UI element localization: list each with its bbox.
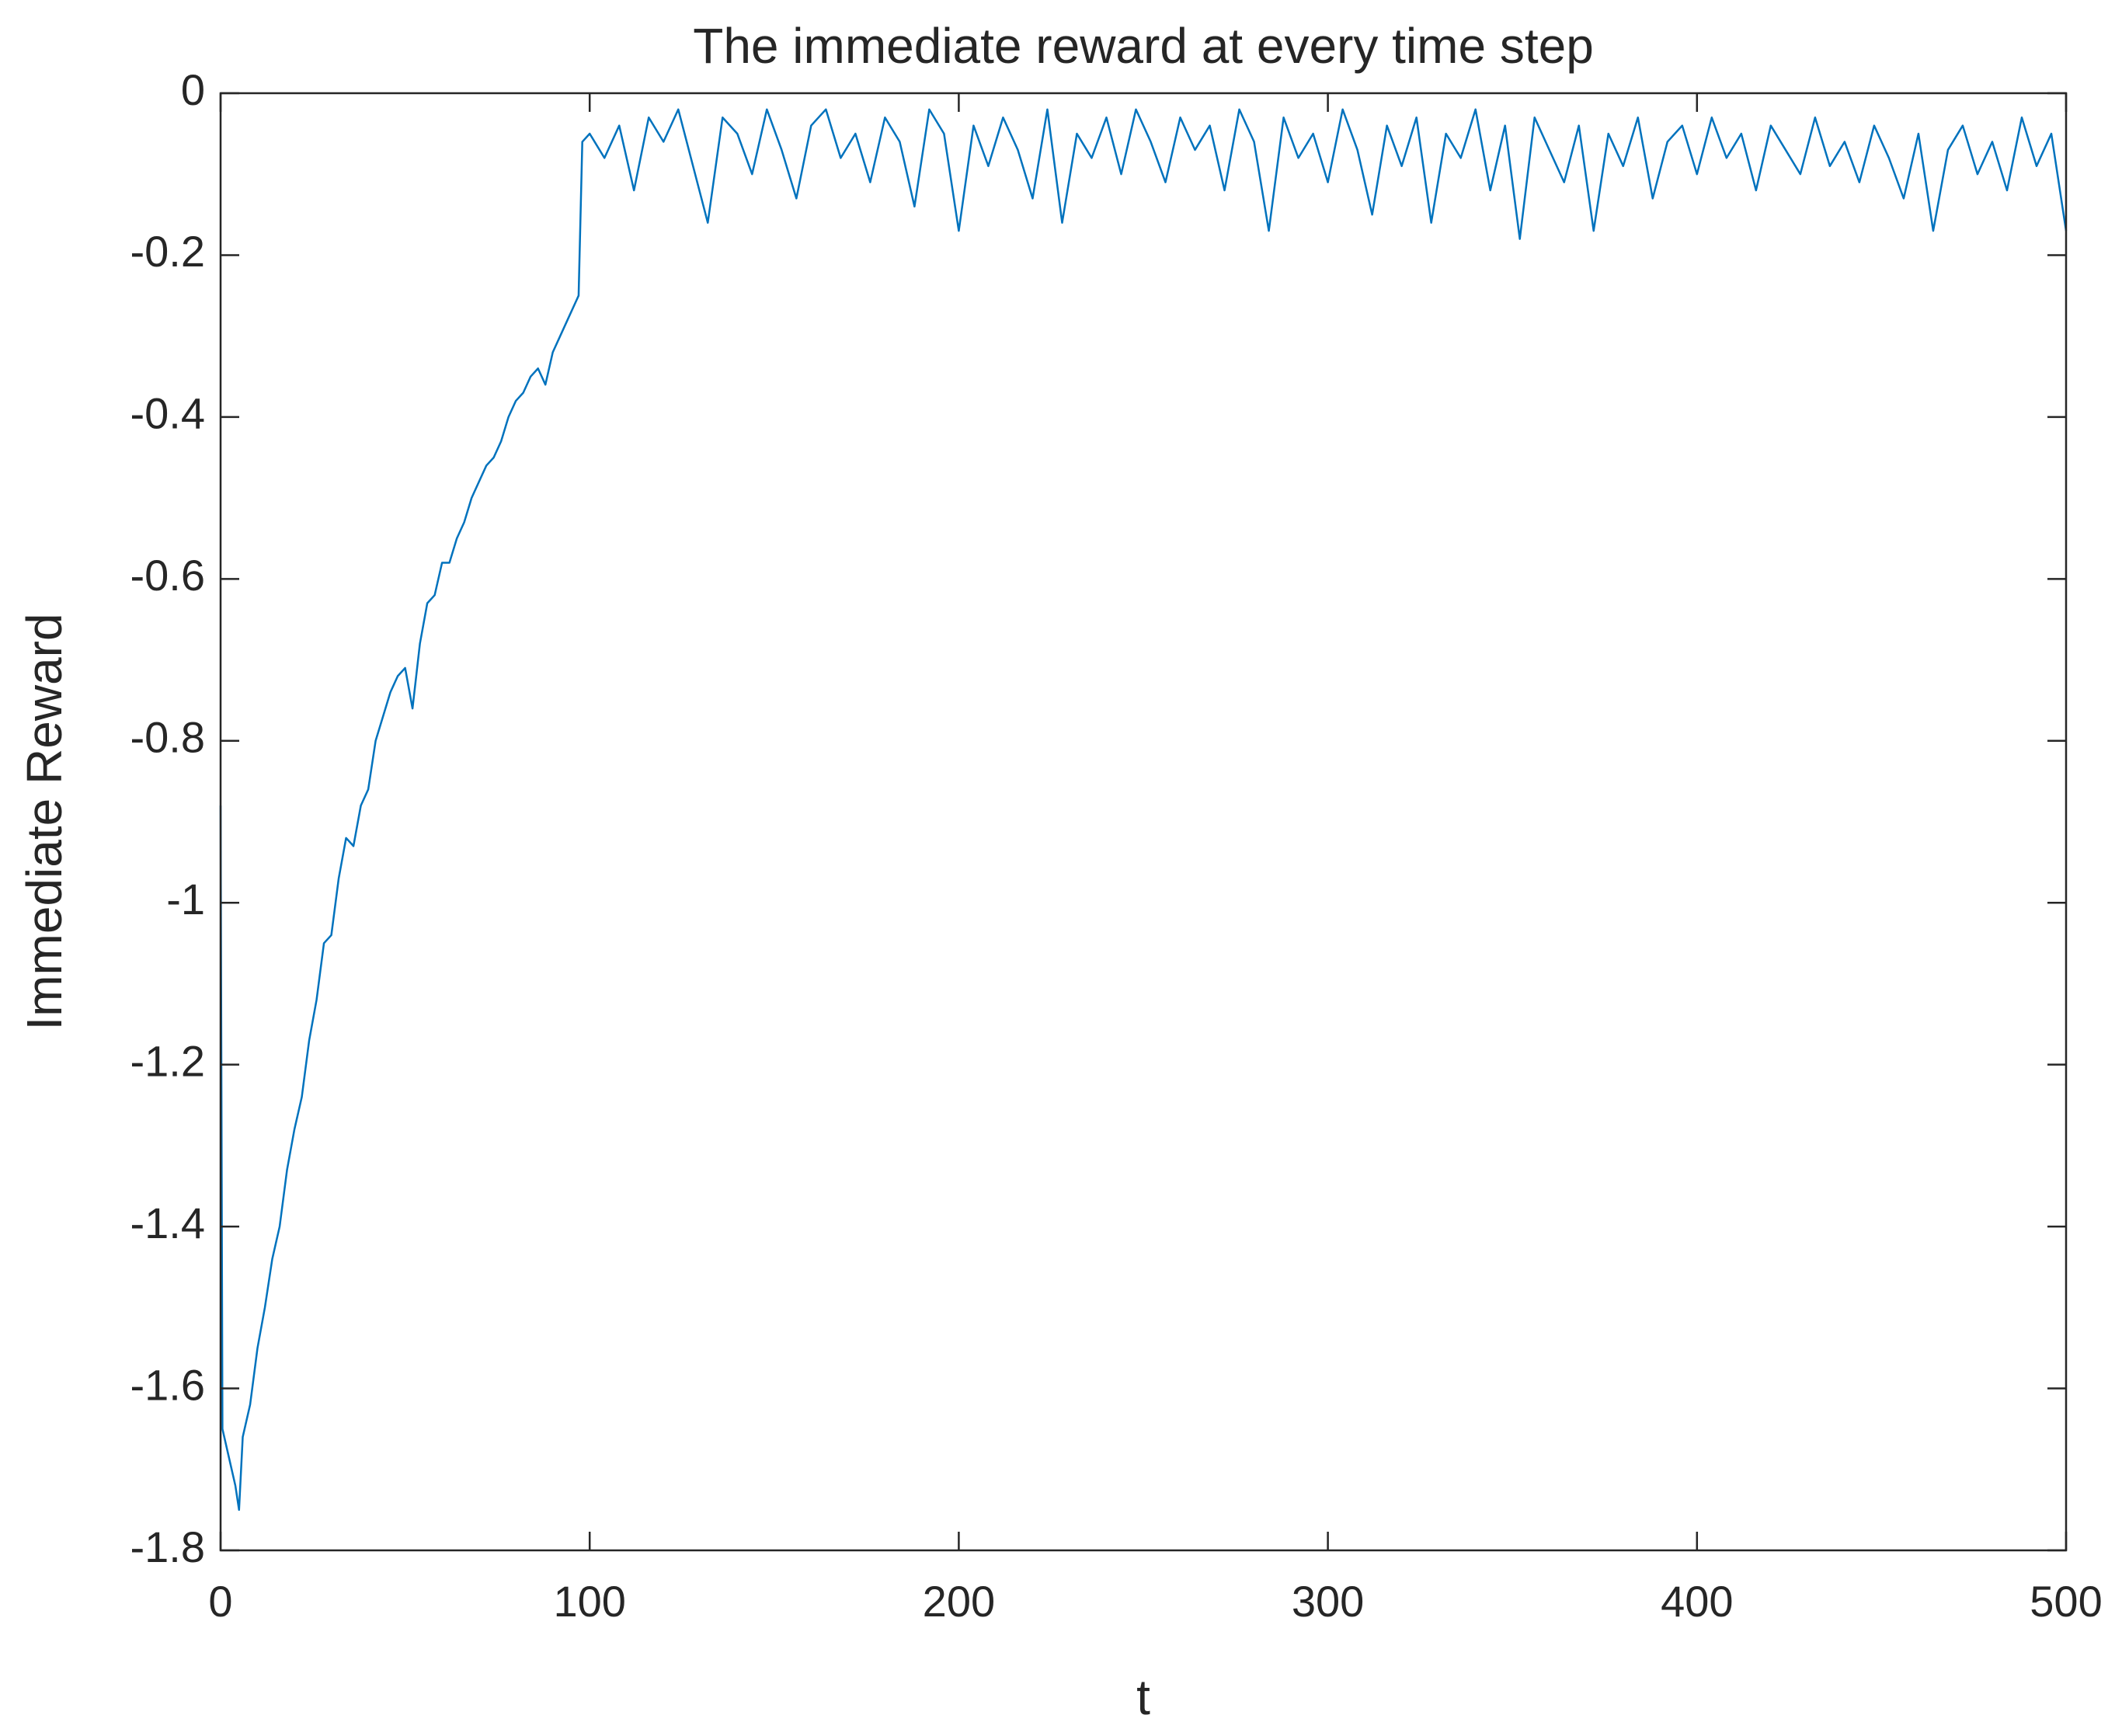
y-tick-label: 0 [181, 65, 205, 114]
x-tick-label: 400 [1661, 1577, 1733, 1626]
x-tick-label: 300 [1292, 1577, 1364, 1626]
y-tick-label: -0.4 [130, 389, 206, 438]
x-tick-label: 200 [923, 1577, 995, 1626]
y-tick-label: -0.2 [130, 227, 206, 276]
y-tick-label: -1.6 [130, 1360, 206, 1409]
y-tick-label: -1.8 [130, 1522, 206, 1571]
x-tick-label: 100 [553, 1577, 625, 1626]
y-tick-label: -1.4 [130, 1199, 206, 1247]
y-axis-label: Immediate Reward [16, 613, 72, 1030]
x-tick-label: 0 [208, 1577, 232, 1626]
chart-title: The immediate reward at every time step [693, 18, 1594, 74]
plot-frame [219, 92, 2068, 1552]
x-tick-label: 500 [2030, 1577, 2102, 1626]
y-tick-label: -0.8 [130, 713, 206, 762]
y-tick-label: -1.2 [130, 1036, 206, 1085]
data-line [219, 108, 2068, 1512]
y-tick-label: -0.6 [130, 551, 206, 600]
y-tick-label: -1 [166, 875, 205, 924]
x-axis-label: t [1136, 1669, 1150, 1725]
